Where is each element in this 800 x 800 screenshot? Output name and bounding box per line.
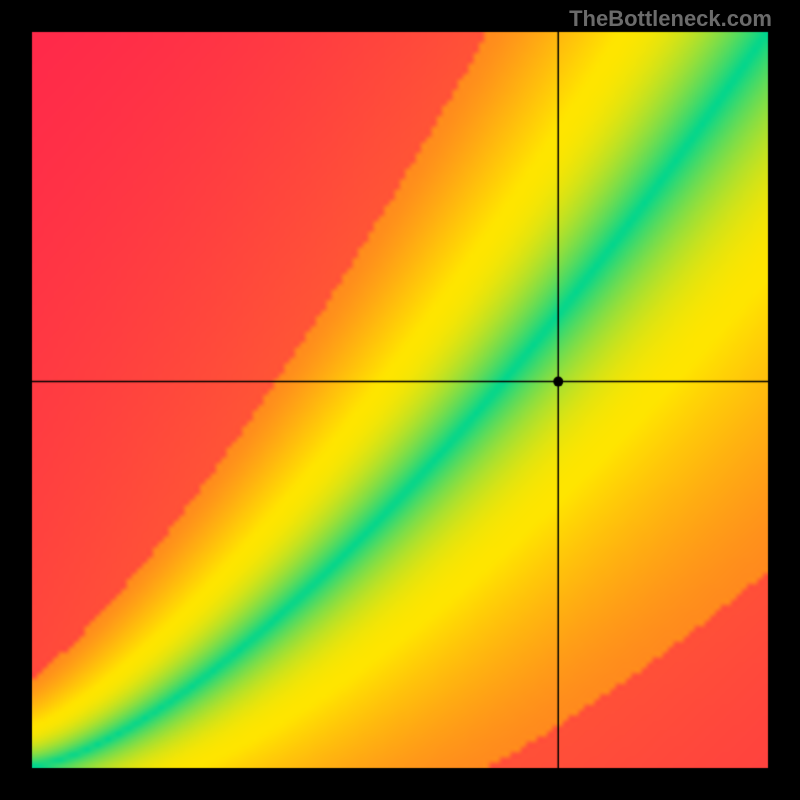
watermark-text: TheBottleneck.com (569, 6, 772, 32)
bottleneck-heatmap (0, 0, 800, 800)
chart-container: TheBottleneck.com (0, 0, 800, 800)
